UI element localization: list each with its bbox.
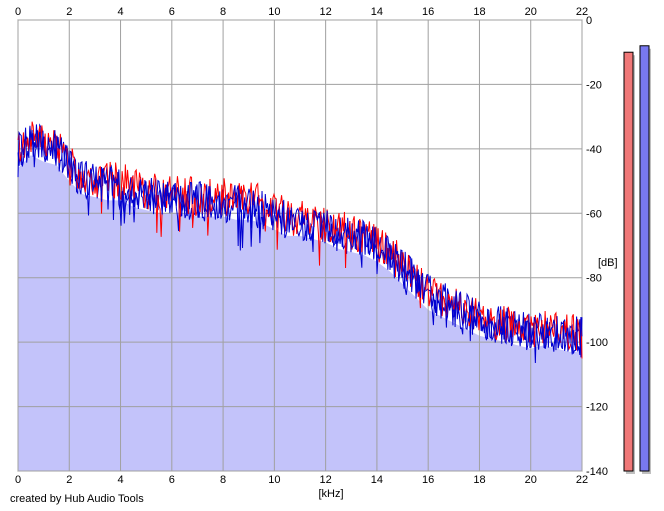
x-tick-label-top: 14 [371,6,383,18]
x-tick-label-bottom: 4 [117,474,123,486]
y-tick-label: 0 [586,15,592,27]
y-tick-label: -80 [586,273,602,285]
y-tick-label: -60 [586,208,602,220]
x-tick-label-bottom: 18 [473,474,485,486]
x-tick-label-top: 10 [268,6,280,18]
x-tick-label-top: 4 [117,6,123,18]
x-tick-label-bottom: 12 [320,474,332,486]
x-tick-label-bottom: 6 [169,474,175,486]
y-tick-label: -40 [586,144,602,156]
x-tick-label-bottom: 0 [15,474,21,486]
x-tick-label-bottom: 8 [220,474,226,486]
x-tick-label-bottom: 10 [268,474,280,486]
x-tick-label-top: 6 [169,6,175,18]
x-tick-label-bottom: 14 [371,474,383,486]
y-tick-label: -140 [586,466,608,478]
x-tick-label-top: 20 [525,6,537,18]
x-tick-label-bottom: 2 [66,474,72,486]
x-tick-label-top: 16 [422,6,434,18]
x-axis-label: [kHz] [318,488,343,500]
y-tick-label: -20 [586,79,602,91]
x-tick-label-top: 0 [15,6,21,18]
x-tick-label-bottom: 20 [525,474,537,486]
credit-text: created by Hub Audio Tools [10,493,144,505]
series-line-blue [17,124,583,356]
level-meter-left [623,51,634,472]
x-tick-label-bottom: 22 [576,474,588,486]
spectrum-fill [18,155,582,472]
x-tick-label-top: 22 [576,6,588,18]
y-tick-label: -100 [586,337,608,349]
series-line-blue [17,123,583,364]
y-tick-label: -120 [586,402,608,414]
x-tick-label-top: 18 [473,6,485,18]
x-tick-label-top: 2 [66,6,72,18]
x-tick-label-top: 8 [220,6,226,18]
y-axis-label: [dB] [598,257,618,269]
level-meter-right [639,45,650,472]
x-tick-label-top: 12 [320,6,332,18]
x-tick-label-bottom: 16 [422,474,434,486]
